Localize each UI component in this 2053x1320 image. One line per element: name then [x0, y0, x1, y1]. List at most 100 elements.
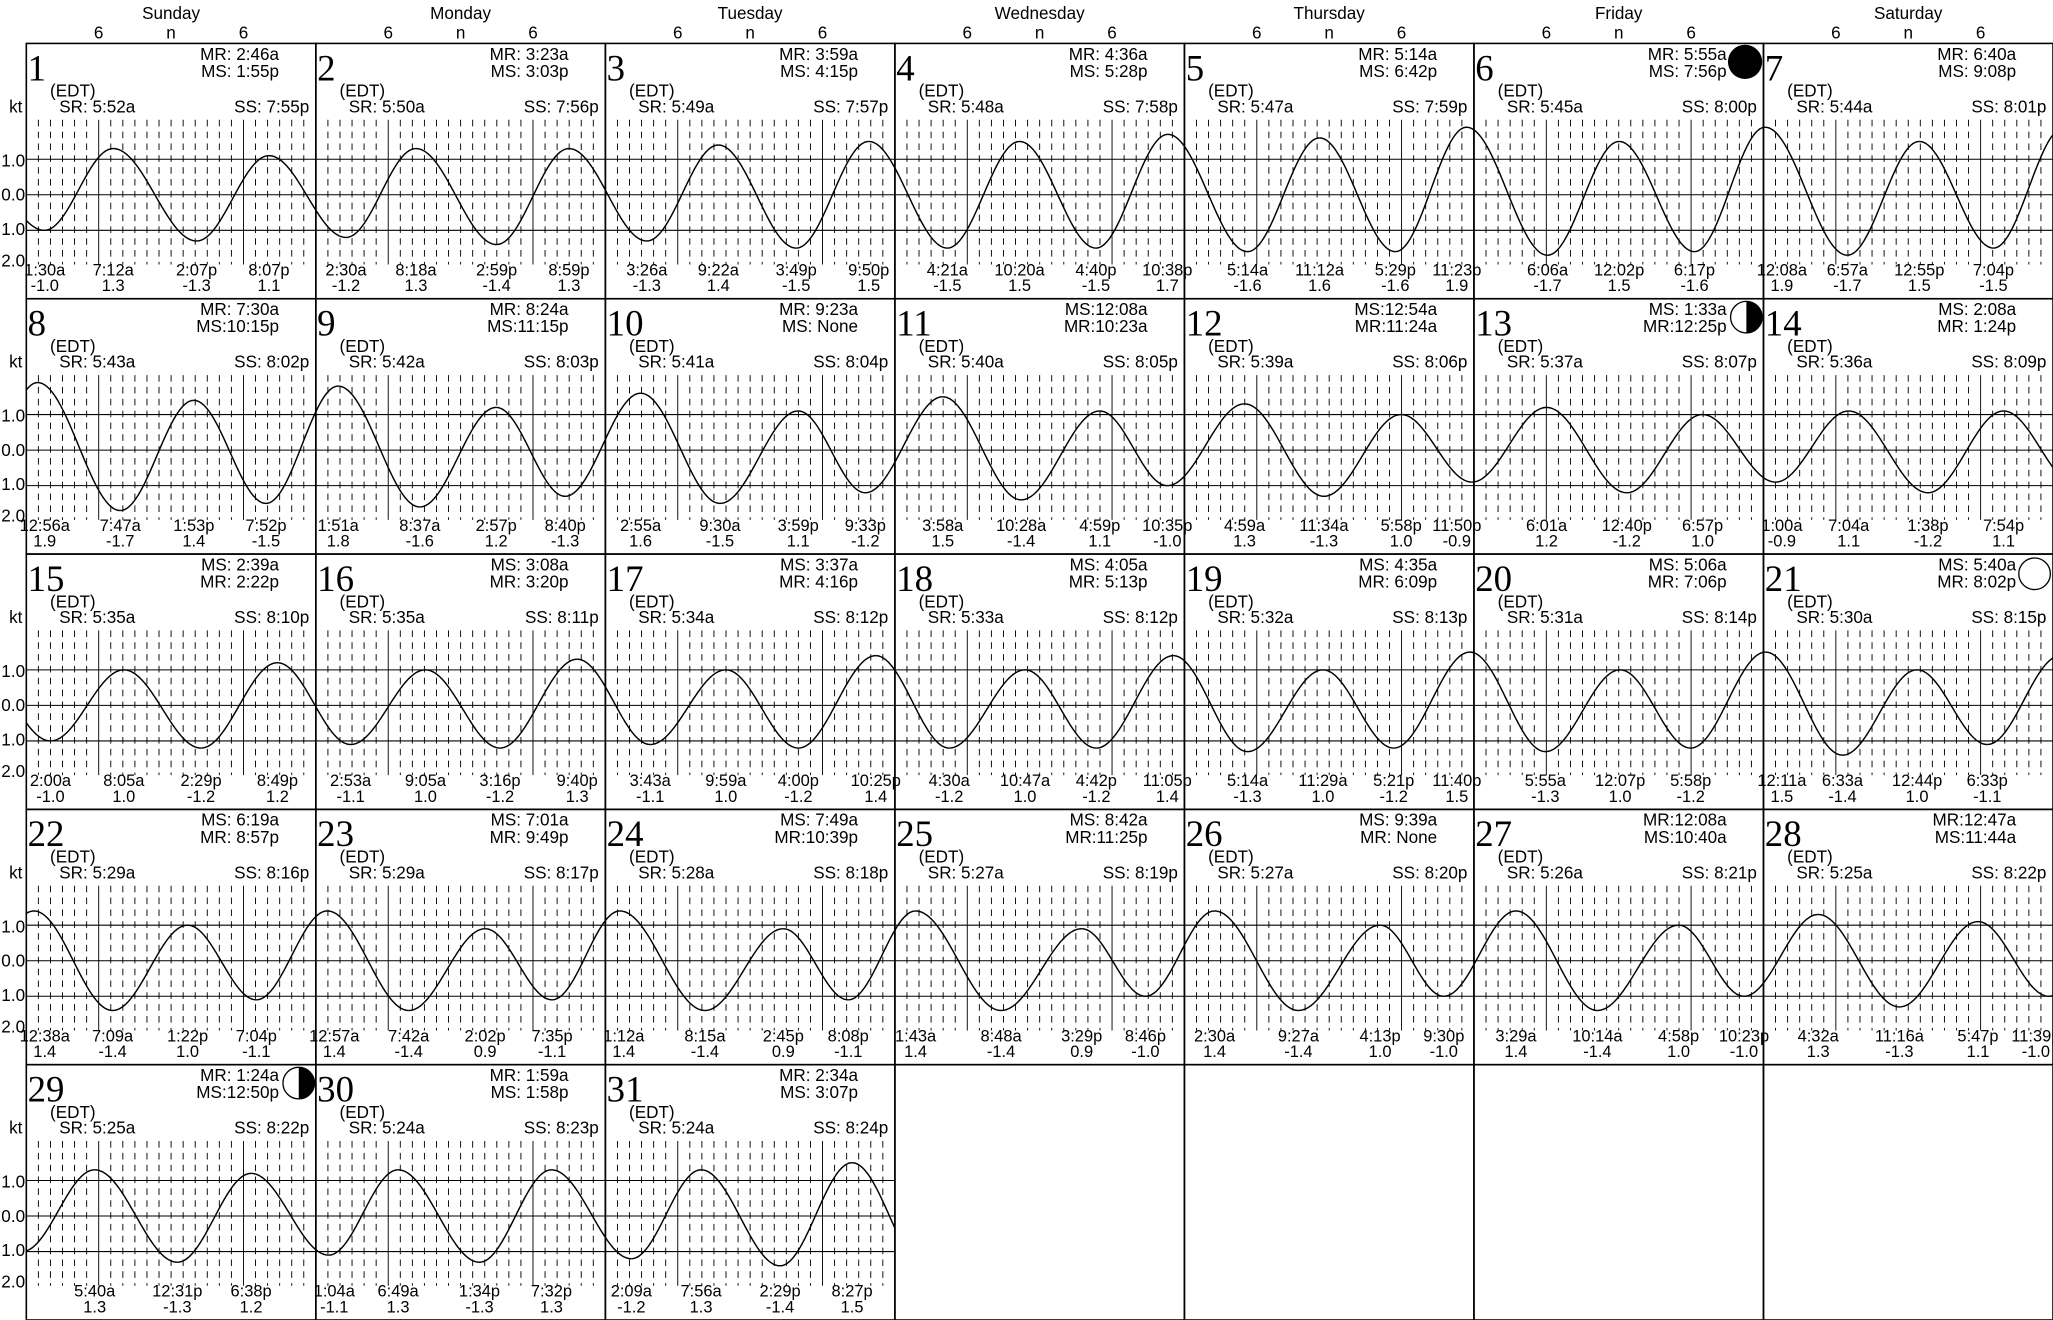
event-speed: -1.1	[242, 1043, 270, 1061]
current-curve	[1021, 410, 1100, 501]
current-curve	[798, 410, 866, 494]
sunrise: SR: 5:37a	[1507, 353, 1584, 372]
current-curve	[1993, 134, 2053, 249]
event-time: 10:20a	[994, 261, 1045, 279]
sunrise: SR: 5:34a	[638, 608, 715, 627]
current-curve	[485, 928, 553, 1001]
current-curve	[1626, 413, 1703, 494]
moon-time: MR: 1:59a	[490, 1066, 569, 1085]
event-speed: 1.2	[1535, 533, 1558, 551]
moon-time: MR: 9:49p	[490, 828, 569, 847]
calendar-grid: Sunday 6 n 6 Monday 6 n 6 Tuesday 6 n 6 Wednesday 6 n 6…	[1, 4, 2053, 1320]
current-curve	[894, 396, 943, 463]
time-zone: (EDT)	[340, 848, 386, 867]
event-time: 5:47p	[1957, 1027, 1998, 1045]
current-curve	[1443, 964, 1475, 997]
current-curve	[1247, 669, 1323, 753]
sunrise: SR: 5:27a	[928, 863, 1005, 882]
event-time: 12:40p	[1602, 517, 1652, 535]
event-time: 2:30a	[1194, 1027, 1236, 1045]
time-zone: (EDT)	[919, 592, 965, 611]
event-time: 8:07p	[248, 261, 289, 279]
event-speed: -1.7	[1533, 277, 1561, 295]
event-time: 5:55a	[1525, 772, 1567, 790]
time-zone: (EDT)	[340, 337, 386, 356]
current-curve	[604, 686, 651, 746]
moon-time: MS:12:50p	[196, 1083, 279, 1102]
current-curve	[942, 396, 1022, 501]
current-curve	[1545, 669, 1621, 753]
day-number: 23	[317, 813, 354, 854]
event-time: 4:30a	[929, 772, 971, 790]
moon-time: MR:11:25p	[1065, 828, 1147, 847]
event-speed: -1.2	[851, 533, 879, 551]
axis-label: 1.0	[1, 1241, 25, 1260]
current-curve	[187, 924, 257, 1001]
current-curve	[415, 147, 497, 246]
event-speed: 1.4	[904, 1043, 927, 1061]
sunset: SS: 8:00p	[1682, 97, 1757, 116]
event-speed: -0.9	[1443, 533, 1471, 551]
event-speed: 0.9	[1070, 1043, 1093, 1061]
event-speed: -1.2	[332, 277, 360, 295]
sunrise: SR: 5:52a	[59, 97, 136, 116]
current-curve	[496, 406, 566, 498]
day-number: 4	[896, 47, 914, 88]
hour-label: n	[1614, 24, 1624, 43]
unit-label: kt	[9, 1119, 23, 1138]
sunset: SS: 8:23p	[524, 1119, 599, 1138]
current-curve	[277, 662, 317, 708]
moon-time: MR: 1:24p	[1937, 317, 2016, 336]
current-curve	[251, 1172, 317, 1251]
axis-label: 1.0	[1, 1173, 25, 1192]
event-time: 7:52p	[245, 517, 286, 535]
current-curve	[894, 910, 916, 931]
time-zone: (EDT)	[629, 592, 675, 611]
sunset: SS: 8:04p	[813, 353, 888, 372]
event-speed: 1.3	[558, 277, 581, 295]
unit-label: kt	[9, 863, 23, 882]
current-curve	[25, 381, 38, 391]
current-curve	[894, 669, 950, 749]
event-speed: -1.2	[187, 788, 215, 806]
event-speed: 1.4	[1156, 788, 1179, 806]
event-speed: 1.4	[612, 1043, 635, 1061]
current-curve	[408, 928, 486, 1012]
sunrise: SR: 5:43a	[59, 353, 136, 372]
event-time: 3:29p	[1061, 1027, 1102, 1045]
current-curve	[1466, 126, 1475, 131]
sunset: SS: 8:11p	[525, 608, 599, 627]
event-time: 11:40p	[1432, 772, 1481, 790]
sunset: SS: 7:59p	[1392, 97, 1467, 116]
day-number: 22	[28, 813, 65, 854]
event-time: 8:18a	[395, 261, 437, 279]
current-curve	[2003, 410, 2053, 468]
moon-time: MR: 3:23a	[490, 45, 569, 64]
current-curve	[1319, 137, 1396, 253]
event-time: 4:13p	[1359, 1027, 1400, 1045]
event-time: 9:05a	[405, 772, 447, 790]
full-moon-icon	[2018, 557, 2052, 591]
moon-time: MS: 3:08a	[491, 555, 569, 574]
axis-label: 0.0	[1, 441, 25, 460]
day-number: 3	[607, 47, 625, 88]
sunset: SS: 8:16p	[234, 863, 309, 882]
sunset: SS: 8:21p	[1682, 863, 1757, 882]
sunrise: SR: 5:45a	[1507, 97, 1584, 116]
sunset: SS: 8:22p	[1971, 863, 2046, 882]
day-cell	[1473, 1063, 1765, 1320]
current-curve	[1145, 944, 1186, 997]
event-speed: 0.9	[772, 1043, 795, 1061]
event-time: 5:58p	[1670, 772, 1711, 790]
event-speed: -1.0	[2022, 1043, 2050, 1061]
moon-time: MR: 5:14a	[1358, 45, 1437, 64]
time-zone: (EDT)	[919, 337, 965, 356]
time-zone: (EDT)	[340, 82, 386, 101]
event-speed: -1.3	[1233, 788, 1261, 806]
event-time: 12:07p	[1595, 772, 1645, 790]
event-time: 2:29p	[180, 772, 221, 790]
sunrise: SR: 5:33a	[928, 608, 1005, 627]
event-speed: 1.0	[1312, 788, 1335, 806]
time-zone: (EDT)	[50, 82, 96, 101]
event-speed: 1.0	[414, 788, 437, 806]
